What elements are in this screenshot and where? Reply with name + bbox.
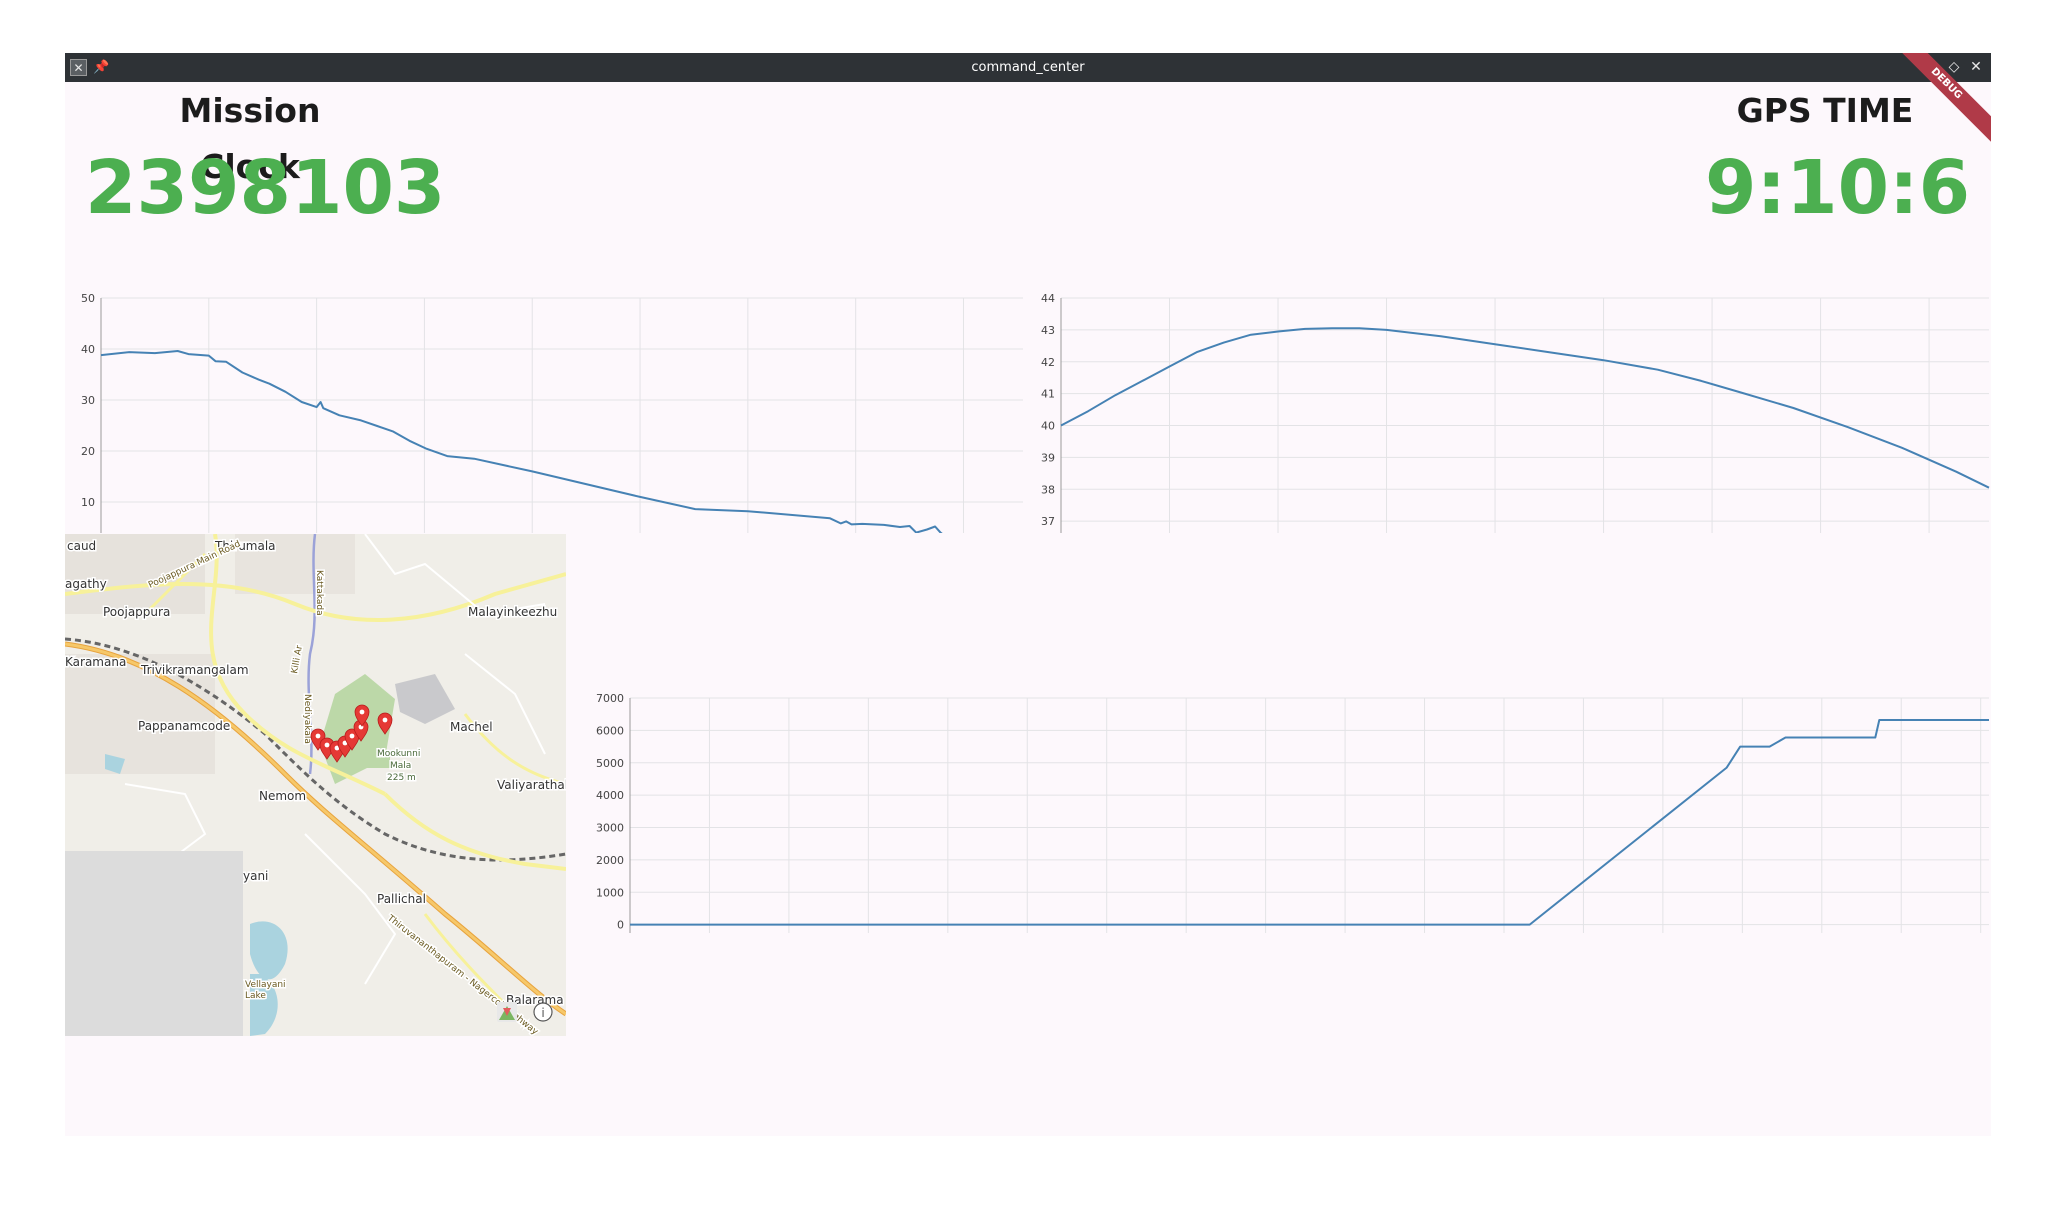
map-label: Valiyarathala (497, 778, 566, 792)
map-label: yani (243, 869, 268, 883)
mission-clock-label: Mission Clock (179, 91, 321, 186)
map-label: Balarama (506, 993, 564, 1007)
map-label: Pallichal (377, 892, 426, 906)
title-bar[interactable]: ✕ 📌 command_center ⌄ ◇ ✕ (65, 53, 1991, 82)
app-x-icon: ✕ (70, 59, 87, 76)
map-label: Malayinkeezhu (468, 605, 557, 619)
y-tick-label: 40 (81, 343, 95, 356)
pin-icon[interactable]: 📌 (93, 60, 110, 75)
y-tick-label: 40 (1041, 420, 1055, 433)
y-tick-label: 6000 (596, 724, 624, 737)
y-tick-label: 30 (81, 394, 95, 407)
map-label: Thirumala (214, 539, 276, 553)
y-tick-label: 50 (81, 292, 95, 305)
y-tick-label: 0 (617, 919, 624, 932)
series-line (1060, 327, 1990, 489)
map-label: Machel (450, 720, 493, 734)
map-road-label: Kattakada (314, 570, 324, 616)
diamond-icon[interactable]: ◇ (1948, 59, 1960, 75)
map-label: Vellayani (245, 980, 286, 990)
map-label: Karamana (65, 655, 126, 669)
series-line (100, 350, 943, 533)
map-road-label: Nediyakala (302, 694, 312, 744)
y-tick-label: 37 (1041, 515, 1055, 528)
y-tick-label: 43 (1041, 324, 1055, 337)
map-marker-icon (344, 728, 360, 751)
gps-time-label: GPS TIME (1736, 91, 1914, 130)
map-view[interactable]: caud Thirumala agathy Poojappura Malayin… (65, 534, 566, 1036)
y-tick-label: 41 (1041, 388, 1055, 401)
y-tick-label: 38 (1041, 483, 1055, 496)
map-label: Mookunni (377, 749, 420, 759)
map-label: Mala (390, 761, 411, 771)
y-tick-label: 4000 (596, 789, 624, 802)
y-tick-label: 5000 (596, 757, 624, 770)
gps-time-value: 9:10:6 (1705, 145, 1971, 231)
chart-bottom: -100001000200030004000500060007000687670… (596, 692, 1989, 933)
map-markers (310, 704, 393, 763)
info-icon[interactable]: i (533, 1002, 553, 1022)
map-label: Pappanamcode (138, 719, 230, 733)
series-line (630, 719, 1989, 926)
map-label: Poojappura (103, 605, 170, 619)
map-label: agathy (65, 577, 107, 591)
chart-top-right: 3637383940414243446876708876701087670128… (1041, 292, 1990, 533)
map-label: Nemom (259, 789, 306, 803)
map-label: 225 m (387, 773, 416, 783)
y-tick-label: 7000 (596, 692, 624, 705)
map-marker-icon (377, 712, 393, 735)
map-layers-icon[interactable] (497, 1002, 517, 1022)
y-tick-label: 1000 (596, 886, 624, 899)
mission-clock-value: 2398103 (85, 145, 446, 231)
close-icon[interactable]: ✕ (1970, 59, 1982, 75)
y-tick-label: 44 (1041, 292, 1055, 305)
y-tick-label: 20 (81, 445, 95, 458)
y-tick-label: 39 (1041, 451, 1055, 464)
y-tick-label: 10 (81, 496, 95, 509)
chart-top-left: 0102030405068767088767010876701287670148… (81, 292, 1023, 533)
map-label: Lake (245, 991, 266, 1001)
window-title: command_center (971, 60, 1085, 75)
svg-text:i: i (541, 1006, 544, 1020)
y-tick-label: 3000 (596, 822, 624, 835)
map-unloaded-tile (65, 851, 243, 1036)
app-window: ✕ 📌 command_center ⌄ ◇ ✕ Mission Clock 2… (65, 53, 1991, 1136)
map-label: caud (67, 539, 96, 553)
y-tick-label: 2000 (596, 854, 624, 867)
y-tick-label: 42 (1041, 356, 1055, 369)
map-marker-icon (354, 704, 370, 727)
map-label: Trivikramangalam (140, 663, 249, 677)
